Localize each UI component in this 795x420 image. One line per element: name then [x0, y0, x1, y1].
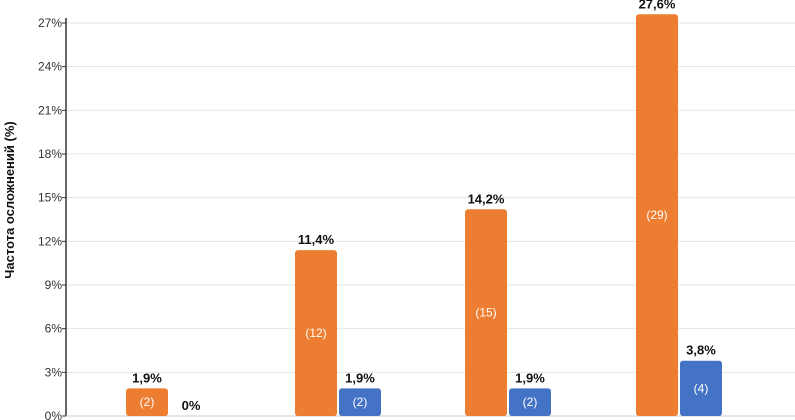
y-tick-label: 27% — [38, 16, 62, 30]
y-tick-label: 24% — [38, 60, 62, 74]
bar-value-label: 11,4% — [298, 232, 335, 247]
bar — [339, 388, 381, 416]
bar — [680, 360, 722, 416]
y-axis-label: Частота осложнений (%) — [2, 121, 17, 278]
bar — [509, 388, 551, 416]
bar-value-label: 1,9% — [132, 370, 162, 385]
y-tick-label: 3% — [45, 365, 63, 379]
y-tick-label: 12% — [38, 234, 62, 248]
bar-count-label: (2) — [353, 395, 368, 409]
bar-count-label: (2) — [140, 395, 155, 409]
bar — [295, 250, 337, 416]
bar-value-label: 1,9% — [515, 370, 545, 385]
bar-count-label: (4) — [694, 381, 709, 395]
y-tick-label: 6% — [45, 322, 63, 336]
bar-value-label: 27,6% — [639, 0, 676, 11]
bars: 1,9% (2) 11,4% (12) 14,2% (15) 27,6% (29) 0% 1,9%… — [126, 0, 722, 417]
y-axis-ticks: 0% 3% 6% 9% 12% 15% 18% 21% 24% 27% — [38, 16, 66, 420]
bar-count-label: (12) — [305, 326, 326, 340]
bar-value-label: 14,2% — [468, 191, 505, 206]
bar-count-label: (2) — [523, 395, 538, 409]
y-tick-label: 9% — [45, 278, 63, 292]
bar-value-label: 1,9% — [345, 370, 375, 385]
bar-count-label: (29) — [646, 208, 667, 222]
gridlines — [66, 22, 795, 373]
bar — [636, 14, 678, 417]
y-tick-label: 0% — [45, 409, 63, 420]
y-tick-label: 15% — [38, 191, 62, 205]
bar-count-label: (15) — [475, 306, 496, 320]
bar — [126, 388, 168, 416]
bar — [465, 209, 507, 416]
bar-value-label: 3,8% — [686, 343, 716, 358]
bar-value-label: 0% — [182, 398, 201, 413]
y-tick-label: 21% — [38, 103, 62, 117]
y-tick-label: 18% — [38, 147, 62, 161]
